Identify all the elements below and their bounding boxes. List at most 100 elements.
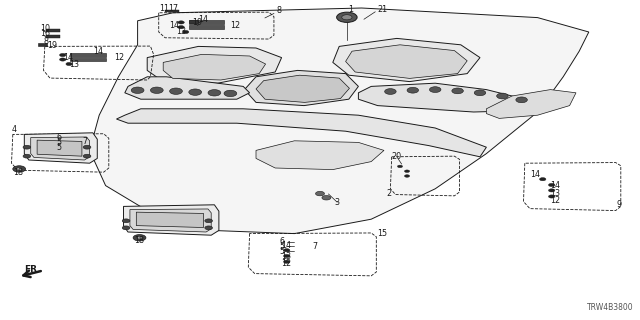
Circle shape <box>516 97 527 103</box>
Circle shape <box>189 89 202 95</box>
Circle shape <box>208 90 221 96</box>
Circle shape <box>429 87 441 92</box>
Circle shape <box>407 87 419 93</box>
Circle shape <box>548 189 555 192</box>
Circle shape <box>150 87 163 93</box>
Circle shape <box>284 249 290 252</box>
Polygon shape <box>124 205 219 235</box>
Circle shape <box>322 196 331 200</box>
Circle shape <box>316 191 324 196</box>
Bar <box>70 58 106 61</box>
Text: TRW4B3800: TRW4B3800 <box>587 303 634 312</box>
Bar <box>189 20 198 23</box>
Text: 12: 12 <box>114 53 124 62</box>
Bar <box>70 53 106 57</box>
Text: 5: 5 <box>279 247 284 256</box>
Circle shape <box>397 165 403 168</box>
Text: 7: 7 <box>312 242 317 251</box>
Text: 14: 14 <box>170 21 180 30</box>
Text: 19: 19 <box>47 41 58 50</box>
Circle shape <box>66 62 72 66</box>
Text: 3: 3 <box>334 198 339 207</box>
Bar <box>46 29 60 32</box>
Text: 13: 13 <box>69 60 79 68</box>
Text: 14: 14 <box>198 15 209 24</box>
Circle shape <box>205 226 212 230</box>
Text: 18: 18 <box>134 236 145 245</box>
Text: 10: 10 <box>40 24 50 33</box>
Text: 19: 19 <box>192 18 202 27</box>
Polygon shape <box>244 70 358 106</box>
Polygon shape <box>24 133 97 163</box>
Circle shape <box>178 21 184 24</box>
Polygon shape <box>346 45 467 78</box>
Polygon shape <box>37 140 82 156</box>
Text: 1: 1 <box>348 5 353 14</box>
Circle shape <box>548 195 555 198</box>
Polygon shape <box>130 209 211 232</box>
Polygon shape <box>31 137 90 160</box>
Circle shape <box>60 58 66 61</box>
Text: 12: 12 <box>230 21 241 30</box>
Text: 21: 21 <box>378 5 388 14</box>
Text: 8: 8 <box>276 6 282 15</box>
Polygon shape <box>90 8 589 234</box>
Polygon shape <box>116 109 486 157</box>
Polygon shape <box>256 75 349 102</box>
Circle shape <box>83 154 91 158</box>
Text: 14: 14 <box>550 181 561 190</box>
Polygon shape <box>136 212 204 228</box>
Circle shape <box>284 254 290 258</box>
Polygon shape <box>358 83 538 112</box>
Text: 5: 5 <box>56 138 61 147</box>
Circle shape <box>178 26 184 29</box>
Bar <box>189 20 224 24</box>
Text: 14: 14 <box>93 47 104 56</box>
Text: 20: 20 <box>392 152 402 161</box>
Text: 17: 17 <box>168 4 178 12</box>
Circle shape <box>83 145 91 149</box>
Text: 7: 7 <box>82 137 87 146</box>
Text: 5: 5 <box>279 242 284 251</box>
Circle shape <box>284 260 290 263</box>
Text: 18: 18 <box>13 168 23 177</box>
Polygon shape <box>256 141 384 170</box>
Circle shape <box>131 87 144 93</box>
Circle shape <box>137 236 142 239</box>
Bar <box>38 43 47 46</box>
Text: 4: 4 <box>12 125 17 134</box>
Text: 12: 12 <box>282 259 292 268</box>
Text: 13: 13 <box>282 252 292 261</box>
Text: 16: 16 <box>40 29 50 38</box>
Text: 5: 5 <box>56 143 61 152</box>
Circle shape <box>474 90 486 96</box>
Polygon shape <box>333 38 480 82</box>
Circle shape <box>17 168 22 170</box>
Text: 6: 6 <box>279 237 284 246</box>
Text: 15: 15 <box>378 229 388 238</box>
Circle shape <box>23 145 31 149</box>
Polygon shape <box>125 77 250 99</box>
Circle shape <box>23 154 31 158</box>
Circle shape <box>337 12 357 22</box>
Polygon shape <box>486 90 576 118</box>
Circle shape <box>342 15 352 20</box>
Circle shape <box>122 219 130 223</box>
Circle shape <box>122 226 130 230</box>
Circle shape <box>404 170 410 172</box>
Text: 8: 8 <box>44 37 49 46</box>
Text: 13: 13 <box>550 189 561 198</box>
Circle shape <box>182 30 189 34</box>
Bar <box>189 25 224 29</box>
Circle shape <box>540 178 546 181</box>
Circle shape <box>404 175 410 177</box>
Text: FR.: FR. <box>24 265 40 274</box>
Text: 14: 14 <box>282 241 292 250</box>
Circle shape <box>205 219 212 223</box>
Circle shape <box>224 90 237 97</box>
Circle shape <box>452 88 463 94</box>
Text: 9: 9 <box>617 200 622 209</box>
Text: 12: 12 <box>550 196 561 205</box>
Polygon shape <box>147 46 282 83</box>
Circle shape <box>497 93 508 99</box>
